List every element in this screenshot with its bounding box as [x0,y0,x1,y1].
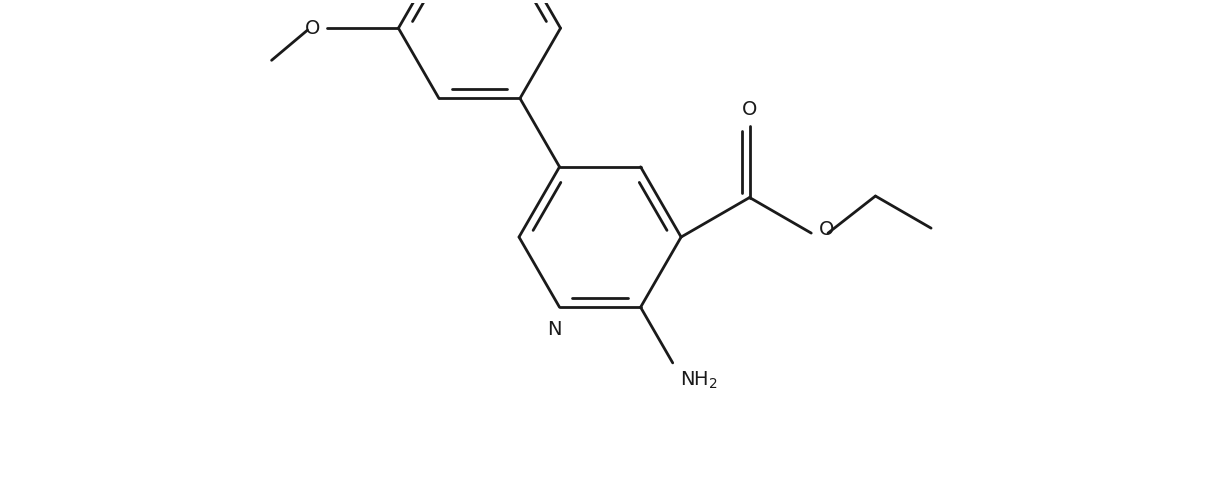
Text: NH$_2$: NH$_2$ [680,370,718,391]
Text: O: O [819,220,835,239]
Text: N: N [547,320,561,339]
Text: O: O [305,19,321,38]
Text: O: O [742,100,757,120]
